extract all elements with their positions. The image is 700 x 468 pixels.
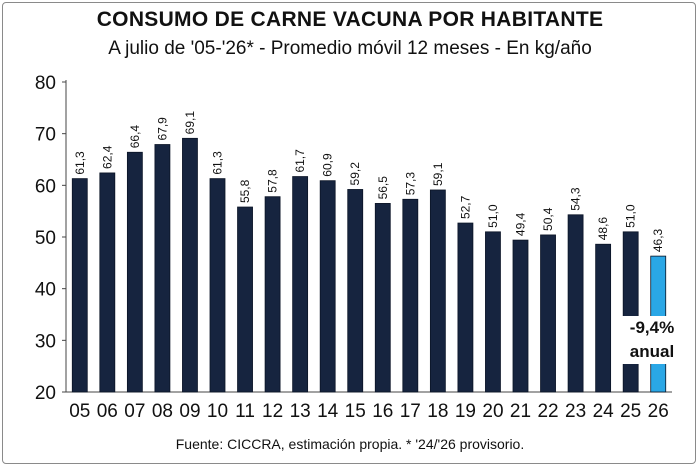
bar-08 [154, 144, 171, 393]
chart-subtitle: A julio de '05-'26* - Promedio móvil 12 … [108, 38, 592, 59]
bar-05 [71, 178, 88, 393]
category-label-20: 20 [482, 401, 503, 422]
category-label-23: 23 [565, 401, 586, 422]
chart-title: CONSUMO DE CARNE VACUNA POR HABITANTE [96, 8, 604, 31]
category-label-06: 06 [97, 401, 118, 422]
bar-22 [540, 234, 556, 393]
bar-24 [595, 243, 612, 393]
data-label-19: 52,7 [458, 195, 472, 219]
data-label-09: 69,1 [183, 111, 197, 135]
bar-12 [264, 196, 281, 393]
bar-13 [292, 176, 309, 393]
category-label-05: 05 [69, 401, 90, 422]
bar-18 [429, 189, 446, 393]
y-tick-label: 60 [35, 176, 56, 197]
category-label-15: 15 [345, 401, 366, 422]
data-label-08: 67,9 [155, 117, 169, 141]
category-label-19: 19 [455, 401, 476, 422]
source-note: Fuente: CICCRA, estimación propia. * '24… [175, 436, 525, 452]
data-label-07: 66,4 [128, 125, 142, 149]
data-label-24: 48,6 [596, 217, 610, 241]
data-label-14: 60,9 [321, 153, 335, 177]
category-label-26: 26 [648, 401, 669, 422]
chart-frame [2, 2, 696, 464]
annotation-percent: -9,4% [620, 316, 684, 340]
category-label-22: 22 [537, 401, 558, 422]
category-label-13: 13 [290, 401, 311, 422]
data-label-06: 62,4 [100, 145, 114, 169]
data-label-22: 50,4 [541, 207, 555, 231]
change-annotation: -9,4% anual [620, 316, 684, 364]
bar-23 [567, 214, 584, 393]
category-label-10: 10 [207, 401, 228, 422]
data-label-13: 61,7 [293, 149, 307, 173]
bar-07 [126, 151, 143, 393]
data-label-18: 59,1 [431, 162, 445, 186]
annotation-period: anual [620, 340, 684, 364]
category-label-16: 16 [372, 401, 393, 422]
data-label-05: 61,3 [73, 151, 87, 175]
bar-21 [512, 239, 529, 393]
bar-11 [237, 206, 253, 393]
category-label-25: 25 [620, 401, 641, 422]
data-label-20: 51,0 [486, 204, 500, 228]
y-tick-label: 20 [35, 383, 56, 404]
y-tick-label: 80 [35, 73, 56, 94]
category-label-21: 21 [510, 401, 531, 422]
data-label-16: 56,5 [376, 176, 390, 200]
category-label-07: 07 [124, 401, 145, 422]
category-label-14: 14 [317, 401, 339, 422]
data-label-23: 54,3 [569, 187, 583, 211]
y-tick-label: 30 [35, 331, 56, 352]
category-label-17: 17 [400, 401, 421, 422]
category-label-11: 11 [235, 401, 255, 422]
bar-25 [622, 231, 639, 393]
category-label-12: 12 [262, 401, 283, 422]
bar-10 [209, 178, 226, 393]
y-tick-label: 50 [35, 228, 56, 249]
bar-16 [374, 203, 391, 393]
category-label-18: 18 [427, 401, 448, 422]
data-label-10: 61,3 [211, 151, 225, 175]
category-label-09: 09 [179, 401, 200, 422]
category-label-08: 08 [152, 401, 173, 422]
y-tick-label: 40 [35, 280, 56, 301]
bar-19 [457, 222, 474, 393]
y-tick-label: 70 [35, 125, 56, 146]
data-label-26: 46,3 [651, 228, 665, 252]
bar-06 [99, 172, 116, 393]
bar-14 [319, 180, 336, 393]
data-label-17: 57,3 [403, 172, 417, 196]
data-label-21: 49,4 [514, 212, 528, 236]
bar-15 [347, 189, 364, 393]
category-label-24: 24 [593, 401, 615, 422]
bar-17 [402, 198, 419, 393]
data-label-25: 51,0 [624, 204, 638, 228]
data-label-15: 59,2 [348, 162, 362, 186]
data-label-11: 55,8 [238, 179, 252, 203]
data-label-12: 57,8 [266, 169, 280, 193]
bar-09 [182, 137, 198, 393]
bar-20 [485, 231, 501, 393]
